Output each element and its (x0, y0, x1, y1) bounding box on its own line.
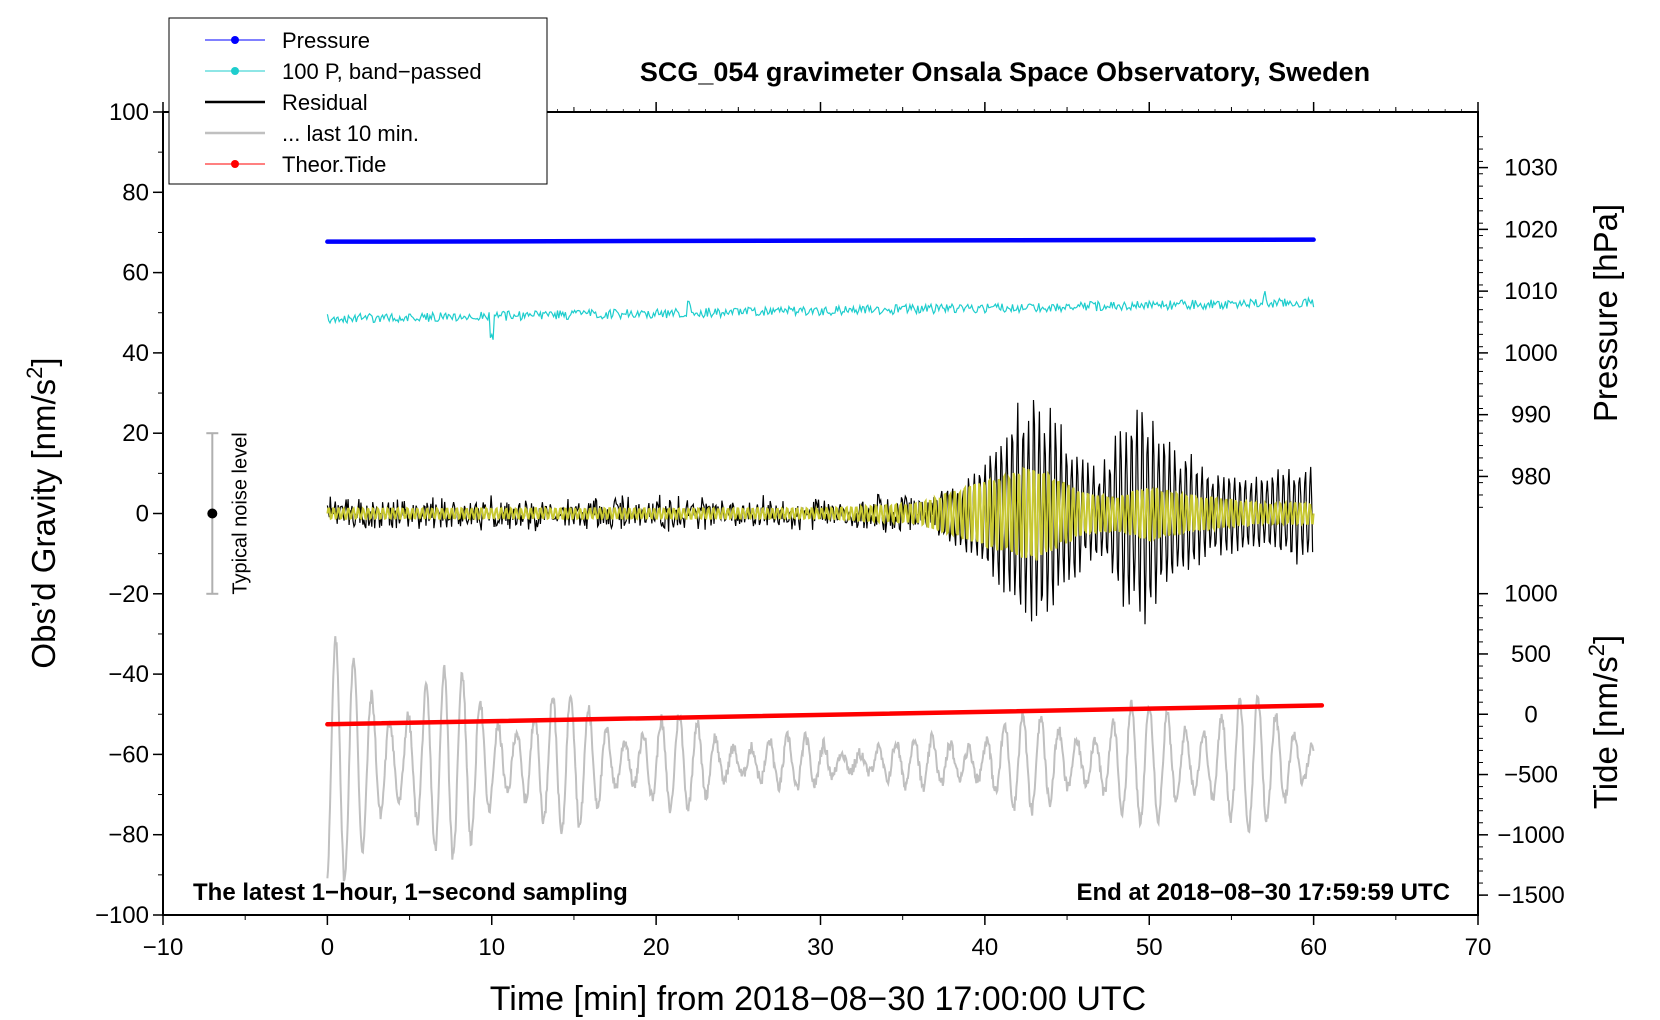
x-tick-label: 10 (478, 934, 505, 961)
pressure-tick-label: 1030 (1504, 155, 1557, 182)
y-left-tick-label: −100 (95, 902, 149, 929)
y-left-axis-label-end: ] (25, 357, 62, 366)
y-left-axis-label-text: Obs’d Gravity [nm/s (25, 379, 62, 669)
x-tick-label: 50 (1136, 934, 1163, 961)
legend-label-4: Theor.Tide (282, 152, 386, 177)
x-tick-label: 20 (643, 934, 670, 961)
x-tick-label: 70 (1465, 934, 1492, 961)
noise-level-marker: Typical noise level (206, 432, 251, 595)
x-tick-label: 30 (807, 934, 834, 961)
noise-bar-label: Typical noise level (229, 432, 251, 594)
annotation-end-time: End at 2018−08−30 17:59:59 UTC (1076, 879, 1450, 906)
legend-dot-1 (231, 67, 239, 75)
tide-tick-label: −1000 (1497, 822, 1564, 849)
series-layer (325, 237, 1325, 882)
tide-tick-label: −1500 (1497, 882, 1564, 909)
x-tick-label: 60 (1300, 934, 1327, 961)
y-left-tick-label: 20 (122, 420, 149, 447)
tide-tick-label: −500 (1504, 762, 1558, 789)
y-left-tick-label: −80 (108, 822, 149, 849)
series-theoretical-tide (325, 703, 1325, 727)
pressure-axis-label: Pressure [hPa] (1587, 204, 1624, 422)
tide-axis-label-end: ] (1587, 635, 1624, 644)
legend-label-2: Residual (282, 90, 368, 115)
tide-axis-label-sup: 2 (1584, 644, 1609, 656)
y-left-axis-label: Obs’d Gravity [nm/s2] (22, 357, 62, 668)
x-axis-label: Time [min] from 2018−08−30 17:00:00 UTC (490, 980, 1146, 1018)
x-tick-label: 40 (972, 934, 999, 961)
tide-tick-label: 500 (1511, 641, 1551, 668)
legend: Pressure 100 P, band−passed Residual ... la… (168, 17, 548, 185)
y-left-tick-label: 0 (136, 501, 149, 528)
y-left-axis-label-sup: 2 (22, 367, 47, 379)
pressure-tick-label: 990 (1511, 402, 1551, 429)
tide-tick-label: 0 (1524, 701, 1537, 728)
x-tick-label: 0 (321, 934, 334, 961)
pressure-tick-label: 1010 (1504, 278, 1557, 305)
legend-label-0: Pressure (282, 28, 370, 53)
pressure-tick-label: 980 (1511, 463, 1551, 490)
x-tick-label: −10 (143, 934, 184, 961)
y-left-tick-label: 100 (109, 99, 149, 126)
annotation-sampling: The latest 1−hour, 1−second sampling (193, 879, 628, 906)
chart-title: SCG_054 gravimeter Onsala Space Observat… (640, 57, 1370, 87)
axis-layer: −10 0 10 20 30 40 50 60 70100806040200−20−40−60−… (95, 99, 1565, 961)
series-band-passed-pressure (326, 291, 1315, 340)
y-left-tick-label: −40 (108, 661, 149, 688)
tide-tick-label: 1000 (1504, 581, 1557, 608)
legend-dot-0 (231, 36, 239, 44)
legend-label-1: 100 P, band−passed (282, 59, 482, 84)
legend-label-3: ... last 10 min. (282, 121, 419, 146)
y-left-tick-label: −60 (108, 741, 149, 768)
noise-bar-dot (207, 508, 218, 519)
y-left-tick-label: 80 (122, 179, 149, 206)
series-residual-filtered (326, 466, 1315, 561)
y-left-tick-label: −20 (108, 581, 149, 608)
series-pressure (325, 237, 1316, 244)
tide-axis-label-text: Tide [nm/s (1587, 656, 1624, 809)
legend-dot-4 (231, 160, 239, 168)
tide-axis-label: Tide [nm/s2] (1584, 635, 1624, 809)
y-left-tick-label: 40 (122, 340, 149, 367)
pressure-tick-label: 1000 (1504, 340, 1557, 367)
pressure-tick-label: 1020 (1504, 216, 1557, 243)
y-left-tick-label: 60 (122, 260, 149, 287)
